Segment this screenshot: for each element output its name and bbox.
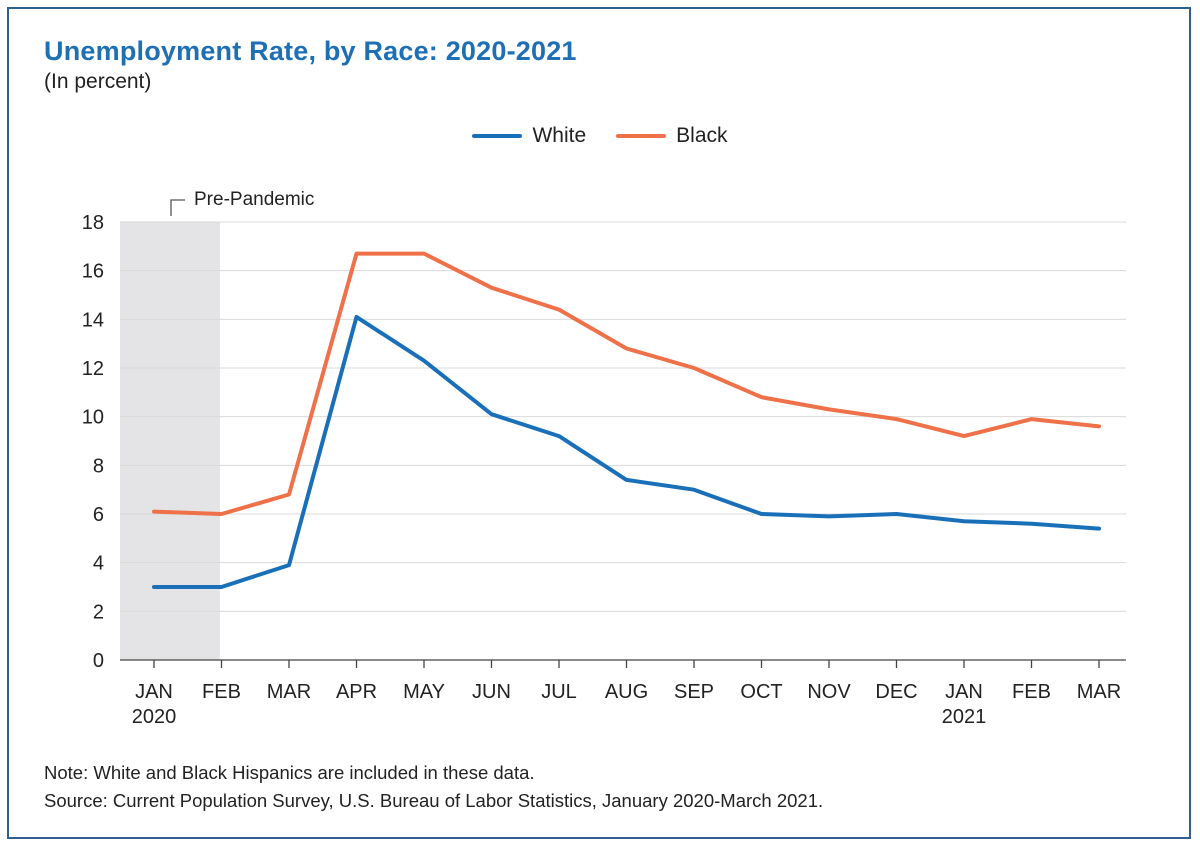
y-tick-label: 18 — [82, 212, 104, 234]
x-tick-label: APR — [336, 681, 377, 703]
legend-swatch-white — [472, 134, 523, 138]
y-tick-label: 16 — [82, 261, 104, 283]
y-tick-label: 12 — [82, 358, 104, 380]
pre-pandemic-shading — [120, 222, 220, 660]
x-tick-label: OCT — [740, 681, 782, 703]
y-tick-label: 14 — [82, 309, 104, 331]
x-tick-label: JAN — [135, 681, 173, 703]
x-tick-label: DEC — [875, 681, 917, 703]
x-tick-year-label: 2020 — [132, 706, 177, 728]
legend-swatch-black — [616, 134, 667, 138]
y-tick-label: 0 — [93, 650, 104, 672]
y-tick-label: 6 — [93, 504, 104, 526]
x-tick-label: MAR — [1077, 681, 1121, 703]
y-tick-label: 10 — [82, 407, 104, 429]
chart-title: Unemployment Rate, by Race: 2020-2021 — [44, 36, 577, 66]
pre-pandemic-bracket — [170, 199, 185, 216]
legend-item-black: Black — [616, 124, 728, 148]
x-tick-label: JUN — [472, 681, 511, 703]
y-tick-label: 4 — [93, 553, 104, 575]
legend-item-white: White — [472, 124, 586, 148]
legend-label-white: White — [532, 124, 587, 147]
x-tick-year-label: 2021 — [942, 706, 987, 728]
x-tick-label: NOV — [807, 681, 851, 703]
y-tick-label: 2 — [93, 601, 104, 623]
y-tick-label: 8 — [93, 455, 104, 477]
x-tick-label: SEP — [674, 681, 714, 703]
x-tick-label: JAN — [945, 681, 983, 703]
x-tick-label: FEB — [202, 681, 241, 703]
x-tick-label: AUG — [605, 681, 648, 703]
series-line-white — [152, 314, 1101, 589]
chart-source: Source: Current Population Survey, U.S. … — [44, 790, 824, 811]
x-tick-label: FEB — [1012, 681, 1051, 703]
series-line-black — [152, 251, 1101, 516]
legend: White Black — [0, 124, 1200, 148]
pre-pandemic-label: Pre-Pandemic — [194, 189, 314, 210]
chart-note: Note: White and Black Hispanics are incl… — [44, 762, 535, 783]
x-tick-label: MAR — [267, 681, 311, 703]
x-tick-label: MAY — [403, 681, 445, 703]
x-tick-label: JUL — [541, 681, 577, 703]
chart-subtitle: (In percent) — [44, 70, 152, 93]
legend-label-black: Black — [676, 124, 728, 147]
